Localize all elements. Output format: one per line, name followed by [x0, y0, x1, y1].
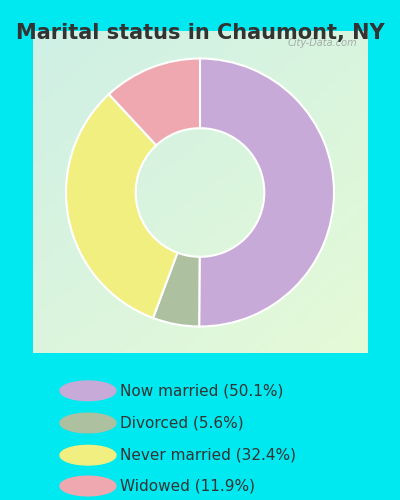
Text: Divorced (5.6%): Divorced (5.6%) [120, 416, 244, 430]
Text: City-Data.com: City-Data.com [288, 38, 358, 48]
Text: Never married (32.4%): Never married (32.4%) [120, 448, 296, 462]
Circle shape [60, 446, 116, 465]
Text: Widowed (11.9%): Widowed (11.9%) [120, 478, 255, 494]
Wedge shape [153, 252, 200, 326]
Wedge shape [199, 58, 334, 326]
Text: Now married (50.1%): Now married (50.1%) [120, 384, 283, 398]
Circle shape [60, 476, 116, 496]
Circle shape [60, 381, 116, 400]
Wedge shape [109, 58, 200, 146]
Text: Marital status in Chaumont, NY: Marital status in Chaumont, NY [16, 22, 384, 42]
Wedge shape [66, 94, 178, 318]
Circle shape [60, 413, 116, 433]
